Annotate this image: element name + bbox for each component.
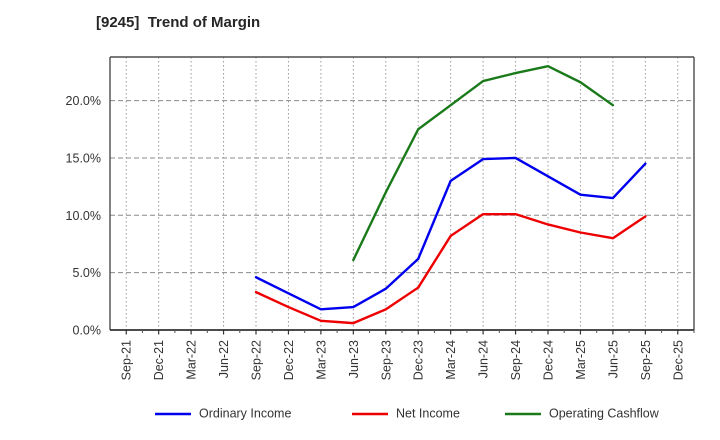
x-axis-tick-label: Dec-22	[282, 340, 296, 380]
y-axis-tick-labels: 0.0% 5.0% 10.0% 15.0% 20.0%	[66, 94, 101, 337]
x-axis-tick-label: Mar-24	[444, 340, 458, 380]
legend-label-operating-cashflow: Operating Cashflow	[549, 406, 660, 420]
x-axis-tick-label: Dec-21	[152, 340, 166, 380]
y-axis-tick-label: 15.0%	[66, 151, 101, 165]
x-axis-tick-label: Sep-21	[120, 340, 134, 380]
x-axis-tick-label: Sep-25	[639, 340, 653, 380]
series-line-net-income	[254, 212, 647, 325]
x-axis-tick-label: Sep-24	[509, 340, 523, 380]
x-axis-tick-label: Sep-22	[250, 340, 264, 380]
x-axis-tick-label: Mar-22	[185, 340, 199, 380]
x-axis-tick-label: Mar-23	[314, 340, 328, 380]
x-axis-tick-label: Sep-23	[379, 340, 393, 380]
y-axis-tick-label: 10.0%	[66, 209, 101, 223]
y-axis-tick-label: 5.0%	[73, 266, 102, 280]
data-series-group	[254, 64, 647, 325]
legend-label-ordinary-income: Ordinary Income	[199, 406, 291, 420]
x-axis-tick-label: Jun-24	[477, 340, 491, 378]
x-axis-tick-label: Dec-24	[542, 340, 556, 380]
chart-legend: Ordinary Income Net Income Operating Cashf…	[155, 406, 660, 420]
x-axis-tick-label: Jun-23	[347, 340, 361, 378]
y-axis-tick-label: 0.0%	[73, 324, 102, 338]
legend-label-net-income: Net Income	[396, 406, 460, 420]
x-axis-tick-label: Dec-23	[412, 340, 426, 380]
plot-frame	[109, 56, 695, 331]
x-axis-tick-labels: Sep-21 Dec-21 Mar-22 Jun-22 Sep-22 Dec-22 Mar-…	[120, 330, 695, 380]
x-axis-tick-label: Dec-25	[671, 340, 685, 380]
x-axis-tick-label: Mar-25	[574, 340, 588, 380]
series-line-operating-cashflow	[352, 64, 615, 262]
series-line-ordinary-income	[254, 156, 647, 311]
y-axis-tick-label: 20.0%	[66, 94, 101, 108]
x-axis-tick-label: Jun-25	[606, 340, 620, 378]
page-title: [9245] Trend of Margin	[96, 14, 261, 31]
gridlines	[110, 57, 694, 330]
x-axis-tick-label: Jun-22	[217, 340, 231, 378]
